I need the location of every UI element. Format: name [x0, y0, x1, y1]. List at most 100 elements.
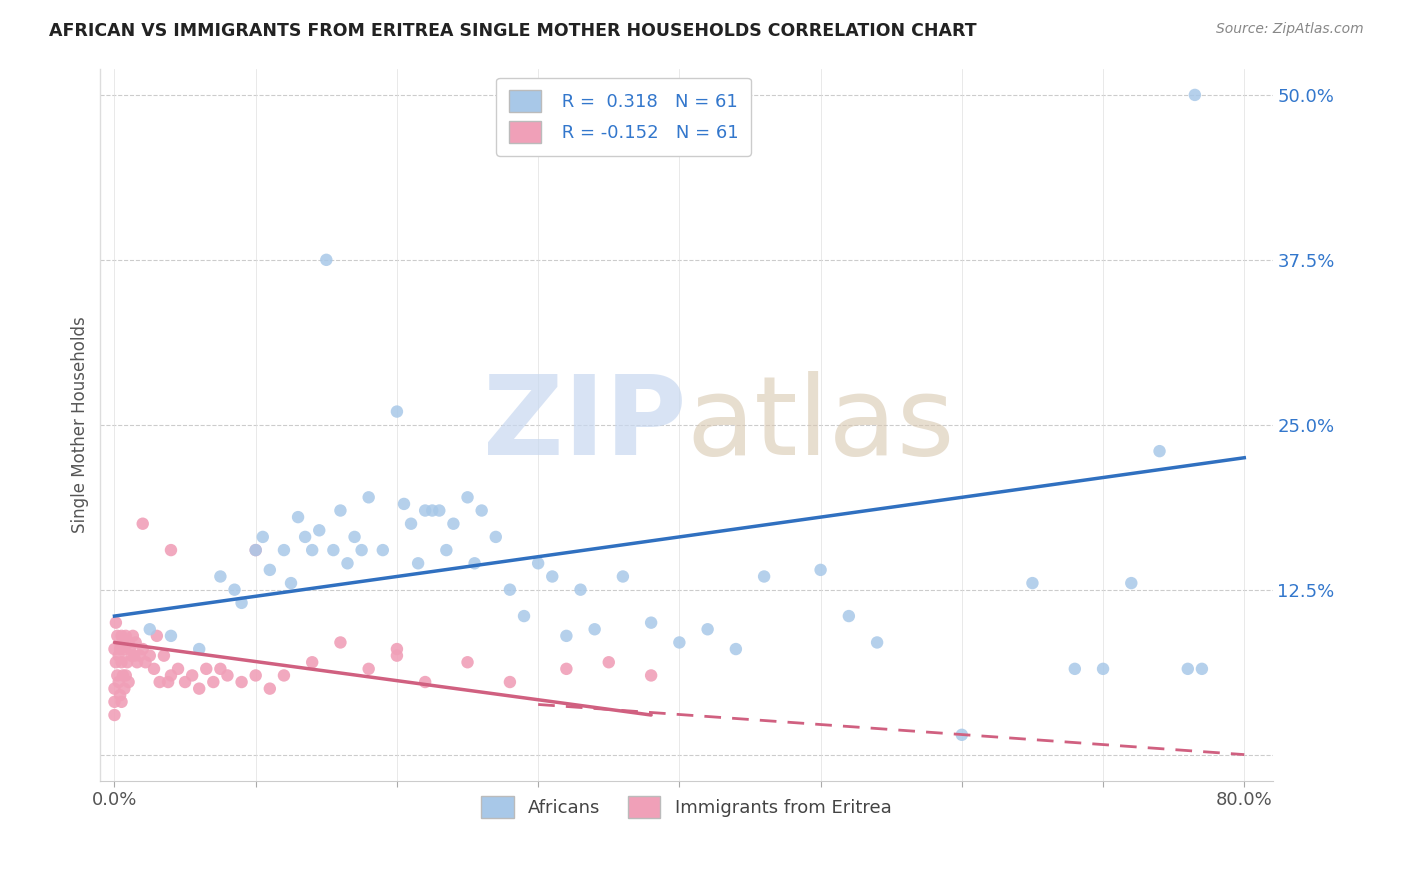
Point — [105, 668, 128, 682]
Point — [111, 668, 134, 682]
Point — [1149, 444, 1171, 458]
Point — [149, 675, 172, 690]
Point — [117, 635, 139, 649]
Point — [224, 582, 246, 597]
Point — [385, 648, 408, 663]
Point — [252, 530, 274, 544]
Point — [231, 675, 253, 690]
Point — [114, 668, 136, 682]
Point — [231, 596, 253, 610]
Point — [471, 503, 494, 517]
Point — [107, 648, 129, 663]
Point — [259, 563, 281, 577]
Point — [273, 668, 295, 682]
Point — [188, 642, 211, 657]
Point — [104, 615, 127, 630]
Point — [668, 635, 690, 649]
Point — [413, 503, 436, 517]
Point — [485, 530, 508, 544]
Point — [308, 524, 330, 538]
Point — [569, 582, 592, 597]
Point — [640, 668, 662, 682]
Point — [259, 681, 281, 696]
Point — [209, 662, 232, 676]
Point — [343, 530, 366, 544]
Point — [1063, 662, 1085, 676]
Point — [245, 543, 267, 558]
Point — [112, 681, 135, 696]
Point — [555, 629, 578, 643]
Point — [1021, 576, 1043, 591]
Point — [103, 642, 125, 657]
Point — [195, 662, 218, 676]
Point — [392, 497, 415, 511]
Point — [441, 516, 464, 531]
Point — [122, 648, 145, 663]
Text: ZIP: ZIP — [484, 371, 686, 478]
Point — [499, 675, 522, 690]
Point — [583, 622, 606, 636]
Point — [696, 622, 718, 636]
Point — [110, 629, 132, 643]
Point — [315, 252, 337, 267]
Point — [1184, 87, 1206, 102]
Point — [385, 642, 408, 657]
Text: Source: ZipAtlas.com: Source: ZipAtlas.com — [1216, 22, 1364, 37]
Point — [413, 675, 436, 690]
Point — [838, 609, 860, 624]
Point — [139, 648, 162, 663]
Point — [110, 655, 132, 669]
Point — [121, 629, 143, 643]
Point — [111, 635, 134, 649]
Point — [420, 503, 443, 517]
Point — [513, 609, 536, 624]
Point — [1092, 662, 1115, 676]
Point — [120, 648, 142, 663]
Point — [527, 556, 550, 570]
Point — [146, 629, 169, 643]
Point — [640, 615, 662, 630]
Point — [555, 662, 578, 676]
Point — [457, 655, 479, 669]
Point — [336, 556, 359, 570]
Point — [124, 635, 146, 649]
Point — [1121, 576, 1143, 591]
Point — [427, 503, 450, 517]
Point — [329, 503, 352, 517]
Point — [117, 675, 139, 690]
Point — [1191, 662, 1213, 676]
Point — [202, 675, 225, 690]
Point — [280, 576, 302, 591]
Point — [357, 491, 380, 505]
Point — [866, 635, 889, 649]
Point — [371, 543, 394, 558]
Point — [160, 668, 183, 682]
Text: AFRICAN VS IMMIGRANTS FROM ERITREA SINGLE MOTHER HOUSEHOLDS CORRELATION CHART: AFRICAN VS IMMIGRANTS FROM ERITREA SINGL… — [49, 22, 977, 40]
Point — [406, 556, 429, 570]
Point — [160, 629, 183, 643]
Point — [541, 569, 564, 583]
Point — [167, 662, 190, 676]
Point — [329, 635, 352, 649]
Point — [810, 563, 832, 577]
Point — [598, 655, 620, 669]
Point — [357, 662, 380, 676]
Text: atlas: atlas — [686, 371, 955, 478]
Point — [104, 655, 127, 669]
Point — [181, 668, 204, 682]
Point — [135, 655, 157, 669]
Point — [464, 556, 486, 570]
Point — [105, 629, 128, 643]
Point — [385, 404, 408, 418]
Point — [103, 708, 125, 723]
Point — [103, 681, 125, 696]
Point — [139, 622, 162, 636]
Point — [752, 569, 775, 583]
Point — [110, 695, 132, 709]
Point — [273, 543, 295, 558]
Y-axis label: Single Mother Households: Single Mother Households — [72, 317, 89, 533]
Point — [132, 516, 155, 531]
Point — [128, 648, 150, 663]
Point — [107, 675, 129, 690]
Point — [399, 516, 422, 531]
